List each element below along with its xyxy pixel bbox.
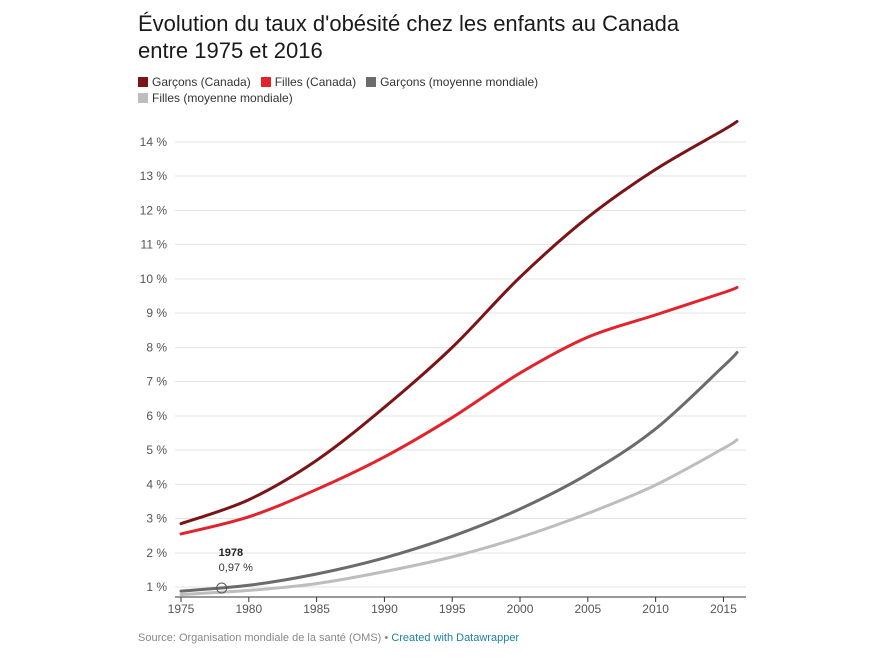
chart-header: Évolution du taux d'obésité chez les enf… bbox=[138, 10, 758, 106]
x-tick-label: 2005 bbox=[574, 602, 601, 616]
y-tick-label: 6 % bbox=[146, 409, 167, 423]
y-tick-label: 10 % bbox=[140, 272, 168, 286]
annotation-value: 0,97 % bbox=[219, 562, 253, 574]
legend-item: Garçons (moyenne mondiale) bbox=[366, 74, 538, 90]
chart-title: Évolution du taux d'obésité chez les enf… bbox=[138, 10, 758, 64]
legend-label: Garçons (Canada) bbox=[152, 75, 251, 89]
y-tick-label: 13 % bbox=[140, 169, 168, 183]
x-tick-label: 1995 bbox=[439, 602, 466, 616]
chart-title-line-1: Évolution du taux d'obésité chez les enf… bbox=[138, 11, 680, 36]
y-tick-label: 5 % bbox=[146, 443, 167, 457]
x-tick-label: 2010 bbox=[642, 602, 669, 616]
legend-swatch bbox=[260, 77, 271, 87]
series-line-filles-moyenne-mondiale- bbox=[179, 438, 739, 597]
y-tick-label: 8 % bbox=[146, 340, 167, 354]
footer-separator: • bbox=[381, 632, 392, 644]
y-tick-label: 14 % bbox=[140, 135, 168, 149]
series-line-gar-ons-canada- bbox=[179, 119, 739, 526]
legend-swatch bbox=[366, 77, 377, 87]
y-tick-label: 2 % bbox=[146, 546, 167, 560]
x-tick-label: 1980 bbox=[235, 602, 262, 616]
series-line-gar-ons-moyenne-mondiale- bbox=[179, 351, 739, 593]
datawrapper-credit-link[interactable]: Created with Datawrapper bbox=[391, 632, 520, 644]
legend-label: Filles (moyenne mondiale) bbox=[152, 91, 293, 105]
chart-legend: Garçons (Canada) Filles (Canada) Garçons (… bbox=[138, 74, 608, 106]
annotation-year: 1978 bbox=[219, 547, 243, 559]
y-tick-label: 11 % bbox=[141, 238, 168, 252]
y-tick-label: 3 % bbox=[146, 512, 167, 526]
legend-label: Filles (Canada) bbox=[274, 75, 357, 89]
series-line-filles-canada- bbox=[179, 285, 739, 536]
line-chart: 1 % 2 % 3 % 4 % 5 % 6 % 7 % 8 % 9 % 10 % 11 % 12 % 1… bbox=[140, 119, 746, 616]
y-tick-label: 1 % bbox=[146, 580, 167, 594]
y-tick-label: 7 % bbox=[146, 375, 167, 389]
legend-item: Garçons (Canada) bbox=[138, 74, 251, 90]
legend-swatch bbox=[138, 77, 148, 87]
source-text: Source: Organisation mondiale de la sant… bbox=[138, 632, 382, 644]
y-tick-label: 4 % bbox=[146, 477, 167, 491]
x-tick-label: 1985 bbox=[303, 602, 330, 616]
y-tick-label: 12 % bbox=[140, 203, 168, 217]
x-tick-label: 1990 bbox=[371, 602, 398, 616]
x-tick-label: 1975 bbox=[168, 602, 195, 616]
x-tick-label: 2000 bbox=[507, 602, 534, 616]
annotation-marker bbox=[216, 582, 228, 594]
y-tick-label: 9 % bbox=[146, 306, 167, 320]
legend-swatch bbox=[138, 93, 148, 103]
legend-label: Garçons (moyenne mondiale) bbox=[380, 75, 539, 89]
legend-item: Filles (Canada) bbox=[260, 74, 357, 90]
x-tick-label: 2015 bbox=[710, 602, 737, 616]
chart-footer: Source: Organisation mondiale de la sant… bbox=[138, 632, 519, 644]
chart-title-line-2: entre 1975 et 2016 bbox=[138, 38, 323, 63]
legend-item: Filles (moyenne mondiale) bbox=[138, 90, 293, 106]
